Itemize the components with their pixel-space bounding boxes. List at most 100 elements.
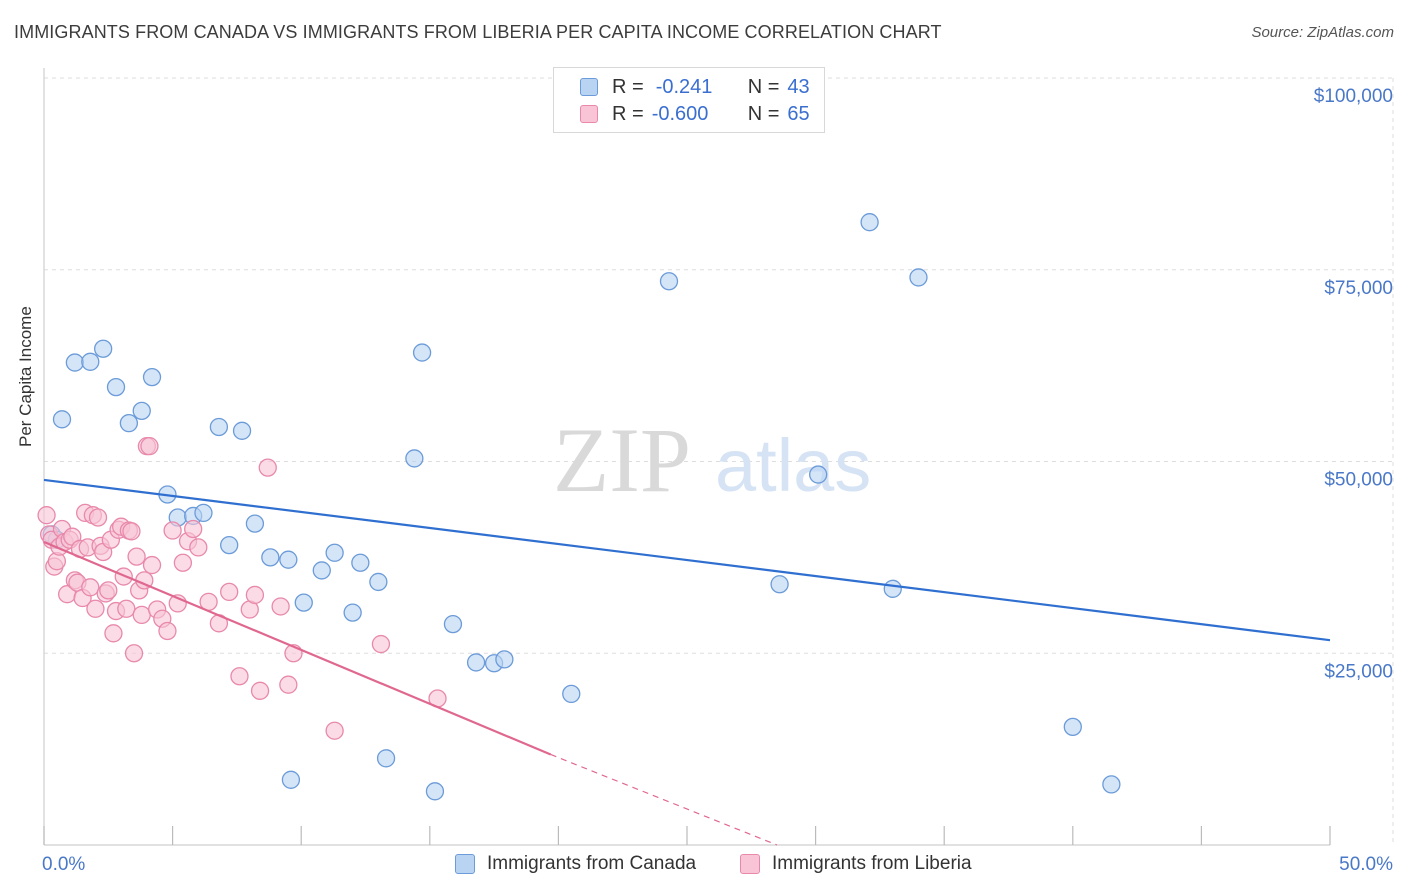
canada-point [909,268,928,287]
canada-point [443,614,463,634]
canada-point [220,535,239,555]
canada-point [351,553,370,572]
canada-point [325,543,344,562]
liberia-point [279,675,298,694]
canada-point [106,377,126,397]
liberia-point [81,578,100,597]
canada-point [279,550,298,569]
legend-r-label: R = [612,102,644,125]
liberia-point [271,597,290,616]
legend-r-value: -0.241 [655,75,713,98]
canada-point [261,548,280,567]
canada-point [94,339,113,358]
canada-point [119,413,139,433]
liberia-point [173,553,193,572]
y-tick-labels: $25,000 $50,000 $75,000 $100,000 [1314,86,1393,682]
liberia-point [104,624,123,643]
liberia-point [99,581,118,600]
bottom-legend-canada: Immigrants from Canada [455,851,696,877]
liberia-point [245,585,265,605]
canada-point [376,749,396,768]
canada-point [412,343,432,362]
x-tick-label-min: 0.0% [42,854,85,875]
canada-point [209,417,229,437]
canada-point [1102,775,1121,794]
liberia-point [122,522,141,541]
liberia-point [86,599,105,618]
liberia-point [158,621,177,641]
canada-point [770,575,789,594]
liberia-point [88,508,108,527]
liberia-swatch [580,105,598,123]
legend-r-label: R = [612,75,644,98]
canada-legend-swatch [455,854,475,874]
canada-point [52,410,72,429]
canada-trend-line [43,478,1331,642]
trend-lines [43,478,1331,846]
chart-title: IMMIGRANTS FROM CANADA VS IMMIGRANTS FRO… [14,22,942,42]
canada-point [860,213,879,232]
liberia-legend-label: Immigrants from Liberia [772,853,972,874]
liberia-trend-line [43,541,552,756]
y-axis-label: Per Capita Income [16,306,35,447]
liberia-point [325,721,344,740]
canada-point [343,603,362,622]
legend-n-label: N = [747,75,780,98]
bottom-legend-liberia: Immigrants from Liberia [740,851,972,877]
canada-point [405,449,424,468]
watermark-zip: ZIP [553,409,691,511]
liberia-point [230,667,249,686]
canada-point [65,353,85,372]
liberia-point [220,582,239,602]
canada-point [495,650,514,669]
liberia-point [140,437,159,456]
legend-r-value: -0.600 [651,102,709,125]
canada-point [659,272,679,291]
canada-swatch [580,78,598,96]
canada-point [466,653,486,672]
chart-source: Source: ZipAtlas.com [1251,24,1394,41]
liberia-point [189,538,208,557]
canada-point [245,514,265,533]
liberia-point [250,681,270,700]
liberia-legend-swatch [740,854,760,874]
canada-point [294,593,313,612]
y-tick-label: $25,000 [1324,661,1393,682]
legend-n-label: N = [747,102,780,125]
legend-n-value: 65 [787,102,810,125]
liberia-point [117,599,136,618]
liberia-point [371,634,391,654]
liberia-point [163,521,182,540]
correlation-legend: R = -0.241 N = 43 R = -0.600 N = 65 [553,67,825,133]
canada-point [81,352,100,371]
legend-row-liberia: R = -0.600 N = 65 [580,101,810,127]
canada-point [281,770,301,789]
canada-point [312,561,331,580]
legend-n-value: 43 [787,75,810,98]
canada-point [883,579,902,598]
liberia-trend-extension [550,753,778,846]
canada-point [1063,717,1082,737]
canada-point [369,572,388,592]
x-tick-label-max: 50.0% [1339,854,1393,875]
y-tick-label: $75,000 [1324,278,1393,299]
liberia-point [142,555,162,575]
liberia-point [258,458,277,477]
liberia-point [37,506,56,525]
legend-row-canada: R = -0.241 N = 43 [580,74,810,100]
liberia-point [132,605,151,625]
canada-legend-label: Immigrants from Canada [487,853,697,874]
canada-point [232,421,252,440]
canada-point [142,367,162,387]
y-tick-label: $50,000 [1324,470,1393,491]
canada-point [194,503,213,523]
canada-point [562,684,581,704]
canada-point [809,465,828,484]
y-tick-label: $100,000 [1314,86,1393,107]
canada-point [425,782,445,801]
canada-point [132,401,151,421]
liberia-point [127,547,146,566]
liberia-series [37,437,447,740]
liberia-point [184,519,203,539]
